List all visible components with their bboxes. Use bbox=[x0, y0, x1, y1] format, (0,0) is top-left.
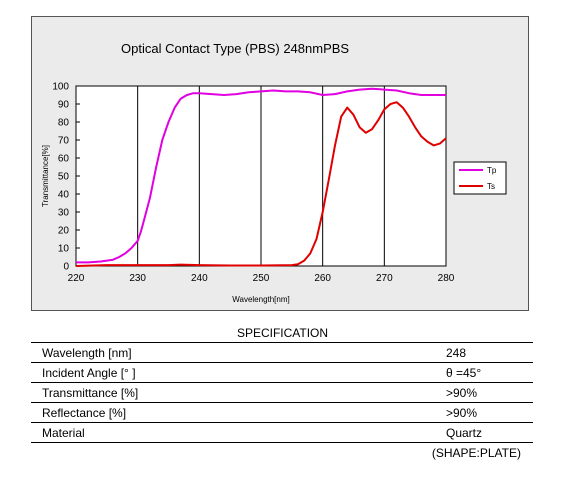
table-row: Reflectance [%] >90% bbox=[31, 402, 533, 423]
x-axis-label: Wavelength[nm] bbox=[232, 295, 290, 304]
x-tick-label: 280 bbox=[438, 273, 455, 284]
spec-value: >90% bbox=[154, 382, 533, 403]
spec-value: Quartz bbox=[154, 422, 533, 443]
spec-value: >90% bbox=[154, 402, 533, 423]
spec-value: θ =45° bbox=[154, 362, 533, 383]
y-tick-label: 90 bbox=[58, 100, 70, 111]
x-tick-label: 250 bbox=[253, 273, 270, 284]
spec-title: SPECIFICATION bbox=[236, 326, 329, 340]
table-row: Transmittance [%] >90% bbox=[31, 382, 533, 403]
y-tick-label: 60 bbox=[58, 154, 70, 165]
y-tick-label: 100 bbox=[52, 82, 69, 93]
y-tick-label: 40 bbox=[58, 190, 70, 201]
spec-label: Reflectance [%] bbox=[31, 402, 155, 423]
series-line-tp bbox=[76, 87, 446, 264]
y-tick-label: 80 bbox=[58, 118, 70, 129]
spec-label: Incident Angle [° ] bbox=[31, 362, 155, 383]
spec-label: Wavelength [nm] bbox=[31, 342, 155, 363]
spec-table: Wavelength [nm] 248 Incident Angle [° ] … bbox=[31, 342, 533, 443]
x-tick-label: 270 bbox=[376, 273, 393, 284]
spec-label: Transmittance [%] bbox=[31, 382, 155, 403]
y-tick-label: 50 bbox=[58, 172, 70, 183]
table-row: Material Quartz bbox=[31, 422, 533, 443]
y-axis-label: Transmittance[%] bbox=[41, 145, 50, 207]
series-line-ts bbox=[75, 101, 447, 267]
table-row: Incident Angle [° ] θ =45° bbox=[31, 362, 533, 383]
legend-box bbox=[453, 161, 507, 195]
y-tick-label: 20 bbox=[58, 226, 70, 237]
y-tick-label: 10 bbox=[58, 244, 70, 255]
x-tick-label: 240 bbox=[191, 273, 208, 284]
legend-label-ts: Ts bbox=[487, 182, 495, 191]
spec-label: Material bbox=[31, 422, 155, 443]
y-tick-label: 0 bbox=[63, 262, 69, 273]
spec-value: 248 bbox=[154, 342, 533, 363]
x-tick-label: 260 bbox=[314, 273, 331, 284]
line-chart: Optical Contact Type (PBS) 248nmPBS 220 2… bbox=[41, 41, 507, 304]
chart-title: Optical Contact Type (PBS) 248nmPBS bbox=[121, 41, 349, 56]
legend-label-tp: Tp bbox=[487, 166, 497, 175]
chart-panel: Optical Contact Type (PBS) 248nmPBS 220 2… bbox=[31, 16, 529, 311]
table-row: Wavelength [nm] 248 bbox=[31, 342, 533, 363]
x-tick-label: 230 bbox=[129, 273, 146, 284]
y-tick-label: 30 bbox=[58, 208, 70, 219]
shape-note: (SHAPE:PLATE) bbox=[431, 446, 521, 460]
x-tick-label: 220 bbox=[68, 273, 85, 284]
y-tick-label: 70 bbox=[58, 136, 70, 147]
